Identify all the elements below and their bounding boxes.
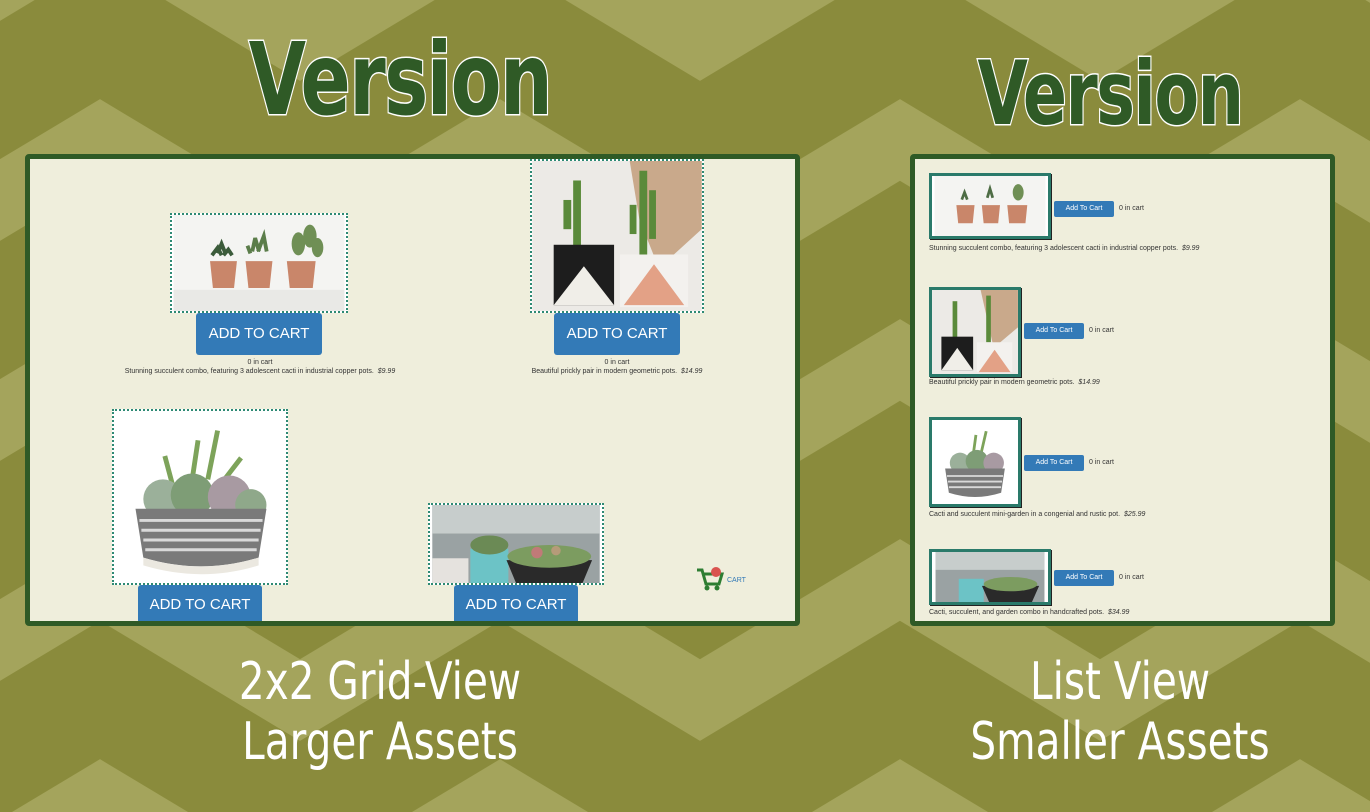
add-to-cart-button[interactable]: Add To Cart	[1024, 323, 1084, 339]
price: $14.99	[1078, 379, 1100, 386]
garden-combo-thumbnail	[935, 552, 1045, 602]
price: $25.99	[1123, 511, 1146, 518]
version-a-caption: 2x2 Grid-View Larger Assets	[208, 652, 551, 772]
add-to-cart-button[interactable]: Add To Cart	[1054, 201, 1114, 217]
price: $14.99	[680, 368, 703, 375]
description-text: Stunning succulent combo, featuring 3 ad…	[124, 368, 374, 375]
cart-count: 0 in cart	[1119, 205, 1144, 212]
list-view-panel: Add To Cart 0 in cart Stunning succulent…	[910, 154, 1335, 626]
cart-count: 0 in cart	[604, 359, 630, 366]
caption-line: Larger Assets	[242, 712, 518, 772]
shopping-cart-icon	[697, 567, 725, 591]
product-description: Cacti, succulent, and garden combo in ha…	[929, 609, 1129, 616]
product-image-copper-pots[interactable]	[170, 213, 348, 313]
price: $9.99	[1181, 245, 1200, 252]
add-to-cart-button[interactable]: Add To Cart	[1024, 455, 1084, 471]
product-thumbnail[interactable]	[929, 417, 1021, 507]
garden-combo-illustration	[432, 505, 600, 583]
add-to-cart-button[interactable]: ADD TO CART	[196, 313, 322, 355]
cart-count: 0 in cart	[1119, 574, 1144, 581]
product-description: Beautiful prickly pair in modern geometr…	[430, 368, 795, 375]
version-b-caption: List View Smaller Assets	[948, 652, 1291, 772]
caption-line: List View	[1029, 652, 1211, 712]
description-text: Beautiful prickly pair in modern geometr…	[929, 379, 1075, 386]
product-thumbnail[interactable]	[929, 549, 1051, 605]
caption-line: Smaller Assets	[970, 712, 1270, 772]
add-to-cart-button[interactable]: ADD TO CART	[454, 585, 578, 621]
description-text: Beautiful prickly pair in modern geometr…	[531, 368, 678, 375]
caption-line: 2x2 Grid-View	[238, 652, 522, 712]
cart-link[interactable]: CART	[695, 566, 755, 596]
price: $9.99	[377, 368, 396, 375]
add-to-cart-button[interactable]: ADD TO CART	[554, 313, 680, 355]
mini-garden-thumbnail	[932, 420, 1018, 504]
description-text: Cacti and succulent mini-garden in a con…	[929, 511, 1121, 518]
mini-garden-illustration	[114, 411, 286, 583]
product-image-mini-garden[interactable]	[112, 409, 288, 585]
product-description: Beautiful prickly pair in modern geometr…	[929, 379, 1100, 386]
add-to-cart-button[interactable]: Add To Cart	[1054, 570, 1114, 586]
description-text: Cacti, succulent, and garden combo in ha…	[929, 609, 1105, 616]
description-text: Stunning succulent combo, featuring 3 ad…	[929, 245, 1179, 252]
geometric-pots-thumbnail	[932, 290, 1018, 374]
add-to-cart-button[interactable]: ADD TO CART	[138, 585, 262, 621]
product-description: Stunning succulent combo, featuring 3 ad…	[70, 368, 450, 375]
product-image-garden-combo[interactable]	[428, 503, 604, 585]
product-image-geometric-pots[interactable]	[530, 159, 704, 313]
cart-count: 0 in cart	[247, 359, 273, 366]
cart-count: 0 in cart	[1089, 459, 1114, 466]
product-thumbnail[interactable]	[929, 287, 1021, 377]
copper-pots-illustration	[173, 215, 345, 311]
cart-label: CART	[727, 577, 746, 584]
price: $34.99	[1108, 609, 1130, 616]
geometric-pots-illustration	[532, 161, 702, 311]
cart-count: 0 in cart	[1089, 327, 1114, 334]
product-thumbnail[interactable]	[929, 173, 1051, 239]
product-description: Cacti and succulent mini-garden in a con…	[929, 511, 1145, 518]
grid-view-panel: ADD TO CART 0 in cart Stunning succulent…	[25, 154, 800, 626]
copper-pots-thumbnail	[934, 176, 1046, 236]
product-description: Stunning succulent combo, featuring 3 ad…	[929, 245, 1199, 252]
